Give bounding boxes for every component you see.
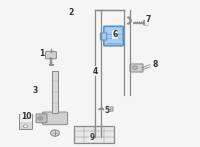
FancyBboxPatch shape (100, 33, 107, 40)
FancyBboxPatch shape (130, 64, 143, 72)
FancyBboxPatch shape (36, 114, 47, 123)
FancyBboxPatch shape (104, 26, 123, 46)
Bar (19, 114, 32, 129)
Text: 7: 7 (145, 15, 151, 24)
Text: 6: 6 (112, 30, 118, 39)
Text: 3: 3 (32, 86, 38, 95)
Bar (52, 71, 58, 113)
FancyBboxPatch shape (144, 21, 148, 25)
Text: 9: 9 (89, 133, 95, 142)
Circle shape (51, 130, 59, 136)
Text: 2: 2 (68, 8, 74, 17)
Text: 10: 10 (21, 112, 31, 121)
FancyBboxPatch shape (42, 112, 68, 125)
Circle shape (24, 125, 28, 128)
Circle shape (24, 116, 28, 119)
Text: 8: 8 (152, 60, 158, 69)
Circle shape (133, 66, 137, 69)
FancyBboxPatch shape (46, 51, 56, 59)
FancyBboxPatch shape (109, 107, 113, 111)
Circle shape (38, 117, 43, 120)
Text: 4: 4 (92, 67, 98, 76)
Text: 5: 5 (104, 106, 110, 116)
Text: 1: 1 (39, 49, 45, 58)
Bar (74, 126, 114, 143)
